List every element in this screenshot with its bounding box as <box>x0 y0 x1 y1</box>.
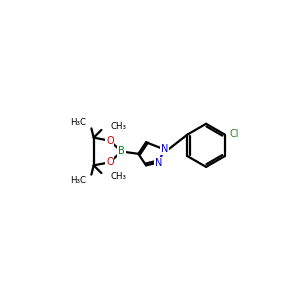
Text: N: N <box>155 158 162 168</box>
Text: B: B <box>118 146 125 157</box>
Text: CH₃: CH₃ <box>111 122 127 131</box>
Text: O: O <box>106 157 114 167</box>
Text: N: N <box>161 144 168 154</box>
Text: CH₃: CH₃ <box>111 172 127 181</box>
Text: H₃C: H₃C <box>70 176 86 185</box>
Text: O: O <box>106 136 114 146</box>
Text: H₃C: H₃C <box>70 118 86 127</box>
Text: Cl: Cl <box>229 129 239 139</box>
